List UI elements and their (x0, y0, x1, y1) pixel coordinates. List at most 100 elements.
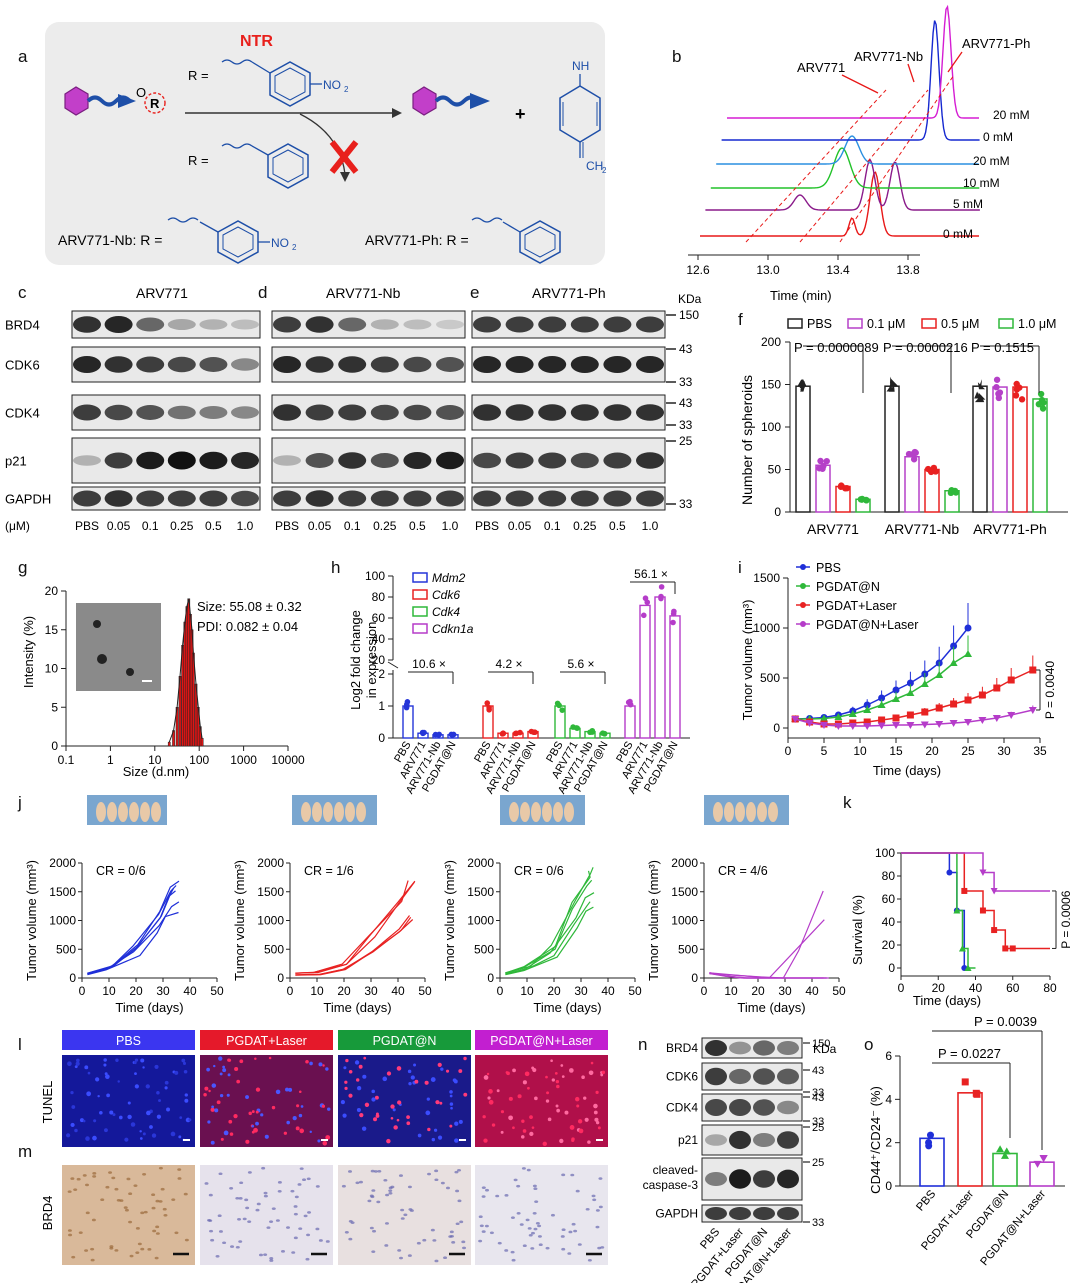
blot-band (136, 356, 165, 373)
f-bar (904, 456, 920, 513)
j-y-tick-label: 1500 (467, 885, 494, 899)
ihc-cell (238, 1240, 243, 1243)
blot-strip (271, 437, 466, 484)
group-header (338, 1030, 471, 1050)
ihc-cell (155, 1225, 160, 1229)
tem-particle (126, 668, 134, 676)
blot-band (167, 490, 196, 507)
ihc-cell (432, 1239, 437, 1242)
blot-band (473, 316, 501, 333)
h-point (671, 608, 677, 615)
ihc-cell (293, 1205, 298, 1208)
ihc-cell (489, 1231, 494, 1235)
h-y-label-1: Log2 fold change (348, 610, 363, 710)
h-bar (654, 596, 666, 739)
tunel-nucleus (75, 1061, 80, 1066)
ihc-cell (239, 1181, 244, 1185)
f-x-label: ARV771-Ph (973, 521, 1047, 537)
ihc-cell (355, 1181, 360, 1185)
ihc-cell (358, 1180, 363, 1184)
tunel-nucleus (517, 1094, 522, 1099)
i-point (877, 701, 886, 708)
k-y-tick-label: 40 (882, 915, 896, 929)
i-point (834, 723, 843, 730)
dose-label: PBS (275, 519, 299, 533)
tunel-nucleus (390, 1104, 395, 1109)
blot-row-labels: BRD4 CDK6 CDK4 p21 GAPDH (5, 318, 51, 507)
mouse-shape (509, 802, 519, 822)
blot-band (199, 451, 228, 470)
h-point (517, 729, 523, 736)
ihc-cell (377, 1169, 382, 1173)
k-point (991, 927, 998, 934)
blot-band (231, 358, 259, 371)
ihc-cell (348, 1219, 353, 1223)
ihc-cell (455, 1189, 460, 1193)
ihc-cell (571, 1222, 576, 1226)
f-point (859, 495, 866, 503)
ihc-cell (451, 1241, 456, 1244)
panel-i: i 0 500 1000 1500 0 5 10 15 20 25 30 35 PBS PGDAT@N PG… (738, 558, 1057, 778)
ihc-cell (128, 1192, 133, 1195)
mouse-shape (96, 802, 106, 822)
tunel-nucleus (174, 1070, 179, 1075)
tunel-nucleus (86, 1091, 92, 1097)
ihc-cell (263, 1191, 268, 1195)
h-y-tick-label: 20 (372, 653, 386, 667)
tunel-nucleus (458, 1069, 463, 1074)
tunel-nucleus (166, 1107, 171, 1112)
tunel-nucleus (99, 1110, 103, 1115)
ihc-cell (218, 1230, 223, 1233)
k-survival-chart: 0 20 40 60 80 100 0 20 40 60 80 P = 0.0006 (875, 846, 1073, 995)
f-point (1037, 390, 1045, 398)
tunel-nucleus (158, 1099, 162, 1103)
r-equals-2: R = (188, 153, 209, 168)
tunel-nucleus (214, 1108, 219, 1113)
ihc-cell (550, 1213, 555, 1217)
panel-letter-c: c (18, 283, 27, 302)
tunel-nucleus (583, 1096, 587, 1100)
ihc-cell (434, 1178, 439, 1182)
blot-band (167, 319, 196, 330)
blot-band (338, 356, 367, 373)
dose-label: 0.05 (508, 519, 532, 533)
blot-band (273, 356, 301, 373)
ihc-cell (533, 1227, 538, 1231)
tunel-nucleus (371, 1097, 376, 1102)
i-point (964, 696, 972, 704)
k-point (961, 887, 968, 894)
i-point (964, 624, 972, 632)
tunel-nucleus (357, 1086, 362, 1091)
tunel-nucleus (524, 1071, 530, 1077)
j-y-tick-label: 0 (487, 971, 494, 985)
tunel-nucleus (264, 1134, 269, 1139)
tunel-nucleus (550, 1059, 553, 1063)
ihc-cell (92, 1175, 97, 1178)
ihc-cell (126, 1177, 131, 1181)
i-point (964, 650, 972, 657)
chromatogram-trace (700, 171, 979, 237)
mouse-shape (564, 802, 574, 822)
tunel-nucleus (520, 1135, 525, 1139)
blot-band (273, 455, 301, 466)
j-x-tick-label: 0 (79, 984, 86, 998)
g-pdi-text: PDI: 0.082 ± 0.04 (197, 619, 298, 634)
tunel-nucleus (522, 1080, 527, 1085)
tunel-nucleus (375, 1114, 380, 1118)
ihc-cell (440, 1181, 445, 1185)
o-point (1002, 1147, 1011, 1155)
h-legend-swatch (412, 572, 428, 583)
blot-strip (271, 394, 466, 431)
n-mw-label: 150 (812, 1038, 830, 1050)
j-y-tick-label: 500 (678, 942, 698, 956)
ihc-cell (567, 1252, 572, 1255)
n-row-label: caspase-3 (643, 1178, 699, 1192)
n-blot-band (705, 1207, 727, 1220)
h-point (530, 729, 537, 736)
tunel-nucleus (255, 1087, 261, 1092)
k-point (990, 887, 998, 895)
quinone-ring (559, 85, 601, 143)
